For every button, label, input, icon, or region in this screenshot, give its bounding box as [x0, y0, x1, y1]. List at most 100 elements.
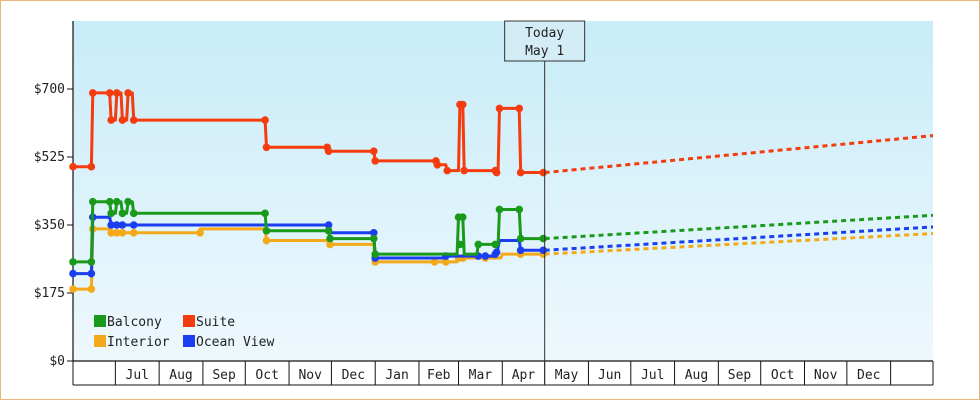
data-point-balcony [515, 205, 524, 214]
data-point-interior [129, 228, 138, 237]
x-tick-label: Oct [771, 368, 794, 383]
data-point-balcony [491, 240, 500, 249]
data-point-balcony [87, 258, 96, 266]
data-point-suite [124, 89, 132, 97]
x-tick-label: Aug [169, 368, 192, 383]
data-point-suite [433, 160, 442, 169]
x-tick-label: Jul [126, 368, 149, 383]
data-point-interior [430, 258, 439, 266]
data-point-interior [262, 236, 271, 245]
data-point-interior [442, 258, 450, 266]
x-tick-label: Jul [641, 368, 664, 383]
x-tick-label: Oct [255, 368, 278, 383]
data-point-suite [495, 104, 504, 113]
x-tick-label: Jan [385, 368, 408, 383]
data-point-suite [87, 162, 96, 171]
data-point-balcony [261, 209, 269, 218]
data-point-balcony [69, 258, 77, 266]
data-point-balcony [324, 227, 333, 235]
data-point-ocean-view [129, 221, 138, 229]
data-point-ocean-view [481, 252, 490, 260]
data-point-balcony [369, 234, 378, 243]
data-point-ocean-view [87, 269, 96, 278]
data-point-suite [129, 116, 138, 124]
data-point-suite [262, 143, 271, 152]
data-point-suite [492, 168, 501, 177]
x-tick-label: Sep [212, 368, 236, 383]
data-point-interior [326, 240, 334, 249]
legend-swatch-suite [183, 315, 195, 327]
data-point-balcony [107, 209, 115, 218]
data-point-balcony [88, 197, 97, 206]
data-point-suite [107, 116, 115, 124]
data-point-interior [87, 285, 96, 293]
data-point-ocean-view [539, 246, 548, 255]
data-point-interior [196, 228, 204, 237]
series-suite [69, 89, 934, 177]
data-point-suite [539, 168, 548, 177]
data-point-suite [105, 89, 114, 97]
projection-line-suite [544, 134, 934, 175]
x-tick-label: Sep [728, 368, 752, 383]
legend-swatch-balcony [94, 315, 106, 327]
data-point-ocean-view [369, 228, 378, 237]
y-tick-label: $175 [34, 286, 65, 301]
data-point-suite [88, 89, 97, 97]
data-point-balcony [326, 234, 334, 243]
x-tick-label: Mar [469, 368, 493, 383]
data-point-ocean-view [516, 246, 525, 255]
y-tick-label: $700 [34, 82, 65, 97]
data-point-ocean-view [324, 221, 333, 229]
data-point-interior [112, 228, 121, 237]
data-point-balcony [371, 250, 380, 258]
data-point-suite [458, 100, 467, 109]
data-point-ocean-view [112, 221, 121, 229]
today-marker: Today May 1 [504, 20, 586, 385]
legend-label-ocean-view: Ocean View [196, 335, 274, 350]
y-tick-label: $525 [34, 150, 65, 165]
today-label: Today [525, 26, 564, 41]
legend-label-interior: Interior [107, 335, 170, 350]
legend-swatch-ocean-view [183, 335, 195, 347]
legend-swatch-interior [94, 335, 106, 347]
data-point-suite [69, 162, 77, 171]
today-date: May 1 [525, 44, 564, 59]
data-point-interior [118, 228, 127, 237]
data-point-balcony [458, 213, 467, 222]
data-point-suite [324, 147, 333, 155]
data-point-suite [515, 104, 524, 113]
data-point-interior [69, 285, 77, 293]
data-point-balcony [124, 197, 132, 206]
x-axis: Jul Aug Sep Oct Nov Dec Jan Feb Mar Apr May Jun Jul A… [72, 360, 934, 386]
x-tick-label: May [555, 368, 579, 383]
x-tick-label: Dec [342, 368, 365, 383]
y-axis: $0 $175 $350 $525 $700 [34, 21, 74, 369]
legend: Balcony Suite Interior Ocean View [94, 315, 274, 350]
data-point-suite [371, 157, 380, 165]
today-box [504, 20, 586, 62]
legend-label-balcony: Balcony [107, 315, 162, 330]
data-point-balcony [539, 234, 548, 243]
series-balcony [69, 197, 934, 266]
x-tick-label: Aug [685, 368, 708, 383]
data-point-suite [443, 166, 452, 175]
data-point-balcony [474, 240, 483, 249]
plot-background [73, 21, 933, 361]
data-point-balcony [516, 234, 525, 243]
projection-line-balcony [544, 213, 934, 241]
projection-line-ocean-view [544, 225, 934, 252]
data-point-balcony [262, 227, 271, 235]
x-tick-label: Jun [598, 368, 621, 383]
y-tick-label: $350 [34, 218, 65, 233]
x-tick-label: Apr [512, 368, 536, 383]
data-point-balcony [112, 197, 121, 206]
data-point-balcony [105, 197, 114, 206]
data-point-balcony [456, 240, 464, 249]
projection-line-interior [544, 232, 934, 256]
data-point-interior [107, 228, 115, 237]
series-layer [69, 89, 934, 293]
y-tick-label: $0 [49, 354, 65, 369]
x-tick-label: Nov [814, 368, 838, 383]
